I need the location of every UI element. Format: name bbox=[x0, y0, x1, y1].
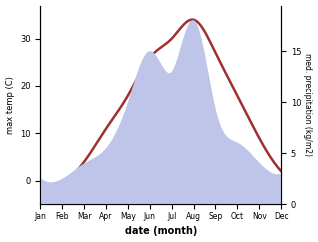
X-axis label: date (month): date (month) bbox=[125, 227, 197, 236]
Y-axis label: med. precipitation (kg/m2): med. precipitation (kg/m2) bbox=[303, 53, 313, 156]
Y-axis label: max temp (C): max temp (C) bbox=[5, 76, 15, 134]
